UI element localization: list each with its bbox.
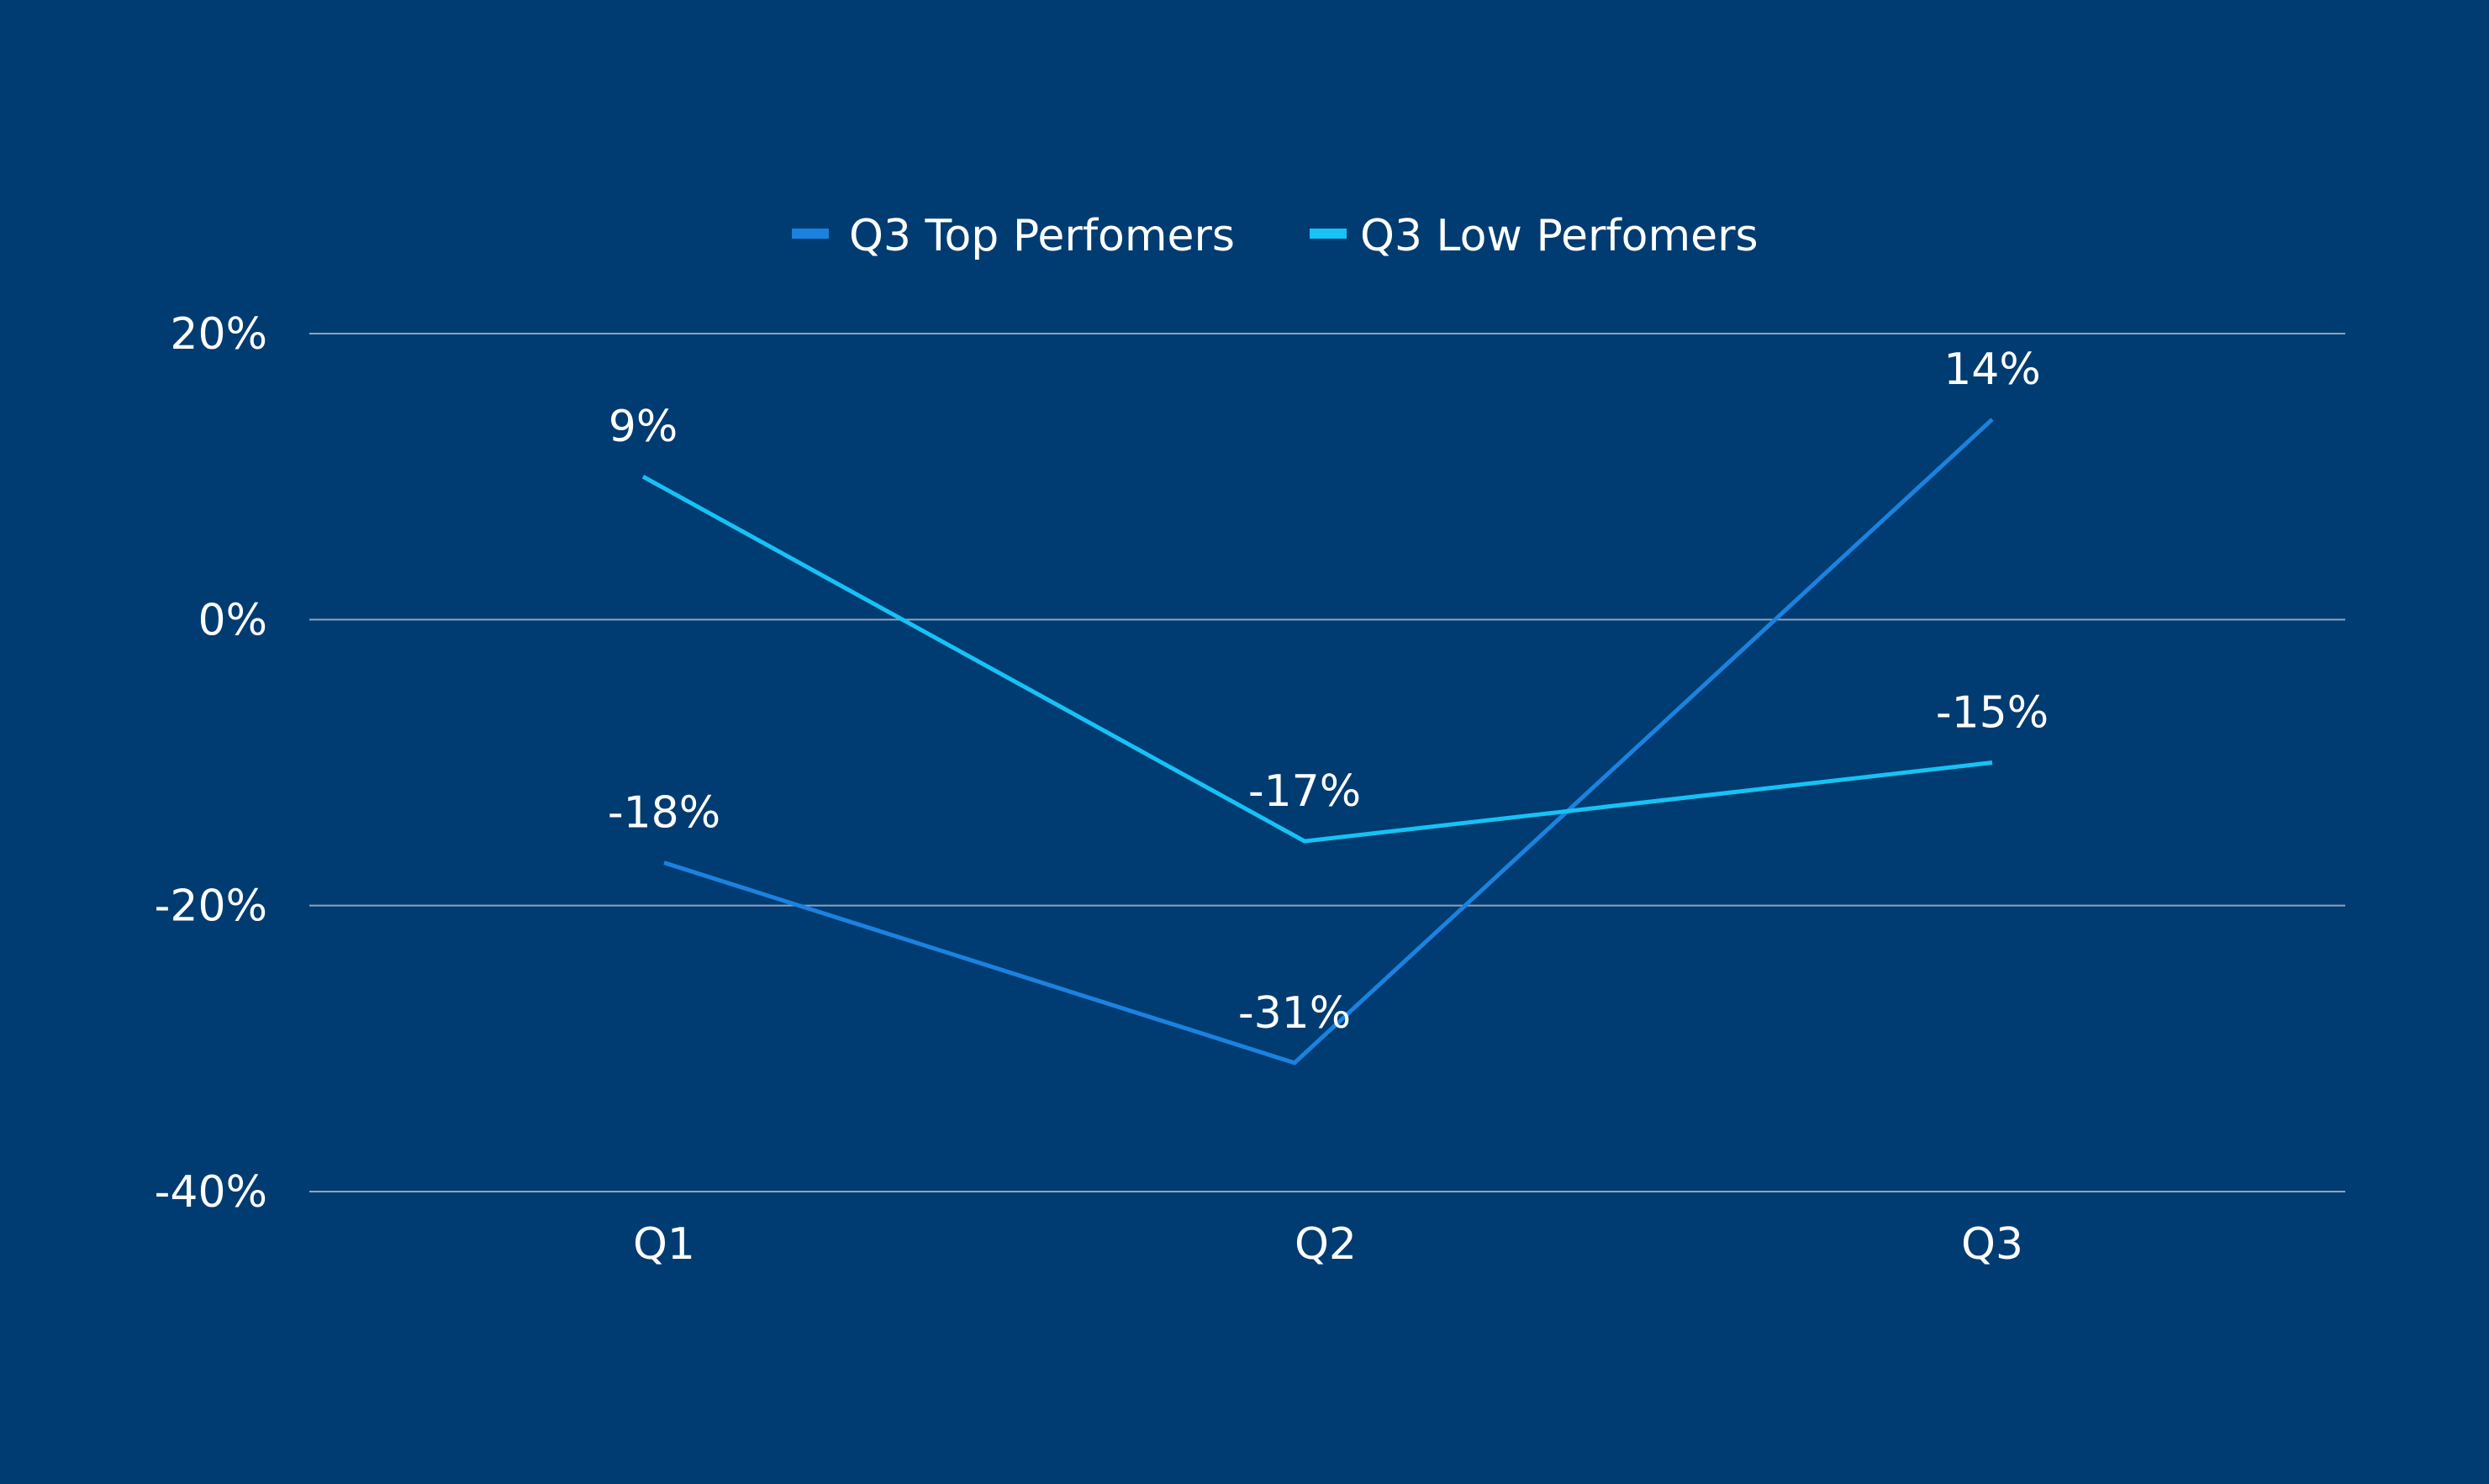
series-line: [663, 418, 1994, 1066]
data-label: -17%: [1248, 766, 1361, 817]
x-tick-label: Q1: [633, 1219, 695, 1270]
gridlines: [309, 333, 2345, 1192]
legend-swatch: [1310, 229, 1347, 239]
data-label: -15%: [1936, 688, 2049, 739]
y-tick-label: 20%: [170, 309, 267, 360]
series-line: [641, 474, 1993, 844]
data-label: 14%: [1943, 345, 2041, 395]
x-tick-label: Q3: [1961, 1219, 2023, 1270]
y-axis: -40% -20% 0% 20%: [155, 309, 267, 1218]
legend-label: Q3 Low Perfomers: [1360, 211, 1759, 261]
y-tick-label: -20%: [155, 881, 267, 932]
y-tick-label: 0%: [198, 595, 268, 645]
x-axis: Q1 Q2 Q3: [633, 1219, 2023, 1270]
data-label: -31%: [1238, 988, 1351, 1039]
data-label: 9%: [609, 402, 678, 452]
legend: Q3 Top Perfomers Q3 Low Perfomers: [792, 211, 1759, 261]
data-label: -18%: [608, 788, 720, 839]
series-lines: [641, 418, 1994, 1066]
y-tick-label: -40%: [155, 1167, 267, 1218]
x-tick-label: Q2: [1295, 1219, 1357, 1270]
legend-label: Q3 Top Perfomers: [849, 211, 1235, 261]
legend-swatch: [792, 229, 829, 239]
data-labels: -18% -31% 14% 9% -17% -15%: [608, 345, 2049, 1039]
